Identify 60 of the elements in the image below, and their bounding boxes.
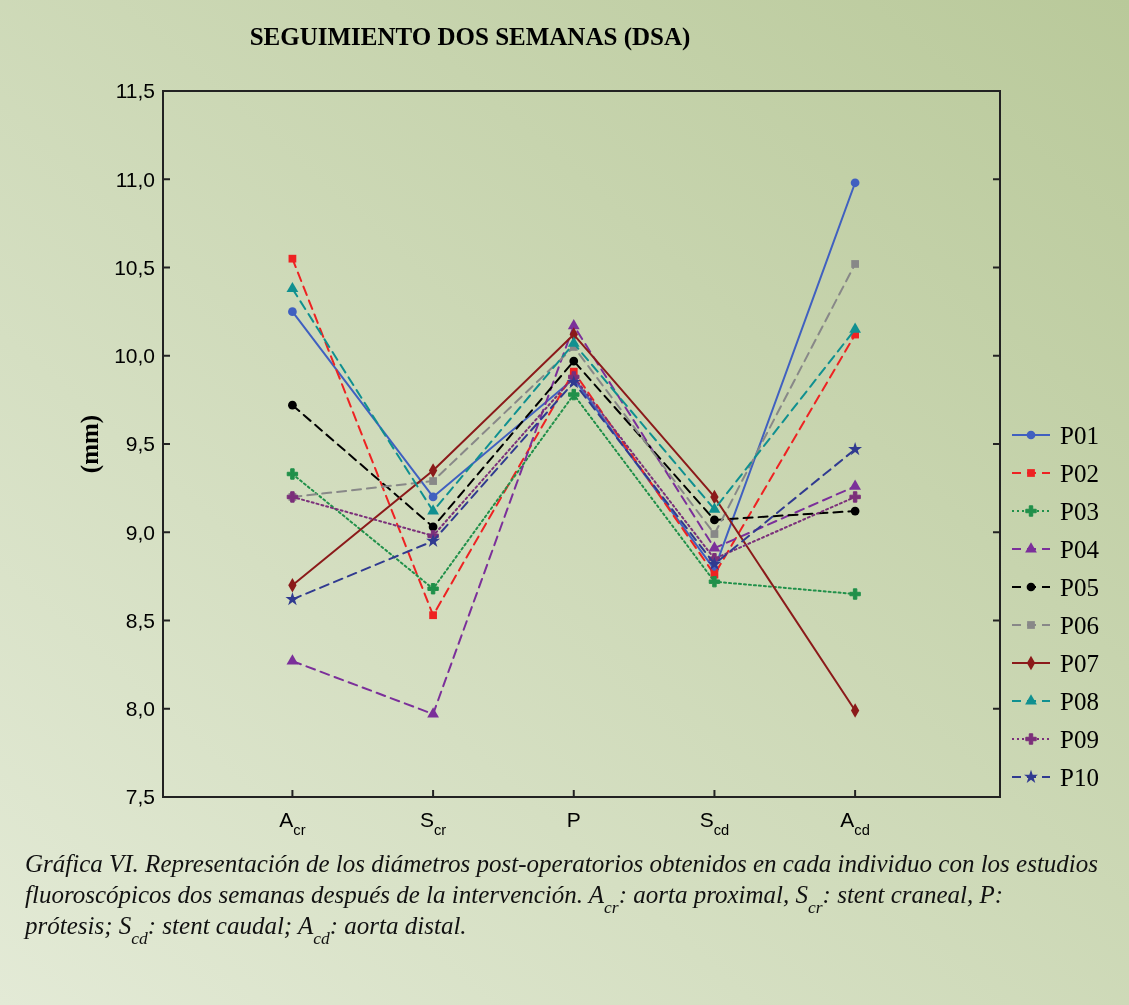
point bbox=[427, 583, 439, 595]
point bbox=[850, 506, 860, 516]
point bbox=[286, 654, 299, 665]
point bbox=[568, 388, 580, 401]
legend-label: P08 bbox=[1060, 687, 1099, 715]
y-axis-title: (mm) bbox=[76, 414, 104, 474]
point bbox=[285, 592, 300, 606]
text: Gráfica VI. Representación de los diámetros post-operatorios obtenidos en cada individuo con los estudios fluoroscópicos dos semanas después de la intervención. A$_{cr}$: aorta proximal, S$_{cr}$: stent craneal, P: prótesis; S$_{cd}$: stent caudal; A$_{cd}$: aorta distal. bbox=[25, 850, 1099, 948]
point bbox=[427, 504, 439, 515]
point bbox=[707, 556, 722, 570]
y-tick-label: 7,5 bbox=[125, 785, 155, 809]
y-tick-label: 9,0 bbox=[125, 520, 155, 544]
point bbox=[708, 502, 721, 513]
point bbox=[708, 575, 721, 588]
point bbox=[848, 441, 863, 456]
legend-label: P07 bbox=[1060, 649, 1099, 677]
y-tick-label: 10,0 bbox=[114, 344, 155, 368]
point bbox=[427, 707, 439, 718]
point bbox=[288, 254, 297, 263]
point bbox=[567, 318, 580, 330]
point bbox=[566, 374, 581, 389]
point bbox=[849, 479, 861, 490]
point bbox=[286, 281, 299, 293]
point bbox=[428, 492, 438, 502]
legend-label: P09 bbox=[1060, 725, 1099, 753]
point bbox=[567, 336, 580, 347]
point bbox=[849, 491, 861, 503]
x-tick-label: A$_{cd}$ bbox=[840, 808, 870, 838]
point bbox=[288, 307, 297, 316]
point bbox=[850, 178, 860, 188]
point bbox=[851, 260, 859, 268]
y-tick-label: 8,5 bbox=[125, 608, 155, 632]
y-tick-label: 9,5 bbox=[125, 432, 155, 456]
y-tick-label: 11,5 bbox=[115, 79, 155, 103]
x-tick-label: S$_{cd}$ bbox=[699, 808, 730, 838]
point bbox=[710, 515, 719, 525]
chart-title: SEGUIMIENTO DOS SEMANAS (DSA) bbox=[249, 23, 691, 51]
y-tick-label: 8,0 bbox=[125, 697, 155, 721]
legend-label: P06 bbox=[1060, 611, 1099, 639]
legend-label: P05 bbox=[1060, 573, 1099, 601]
point bbox=[288, 400, 297, 410]
point bbox=[429, 477, 437, 485]
point bbox=[710, 530, 719, 538]
point bbox=[849, 588, 861, 600]
point bbox=[849, 322, 861, 333]
point bbox=[569, 356, 579, 366]
y-tick-label: 11,0 bbox=[115, 167, 155, 191]
x-tick-label: P bbox=[566, 808, 581, 831]
x-tick-label: A$_{cr}$ bbox=[279, 808, 306, 838]
legend-label: P04 bbox=[1060, 535, 1100, 563]
y-tick-label: 10,5 bbox=[114, 255, 155, 279]
legend-label: P01 bbox=[1060, 421, 1099, 449]
x-tick-label: S$_{cr}$ bbox=[419, 808, 447, 838]
point bbox=[708, 541, 721, 552]
point bbox=[429, 611, 437, 620]
legend-label: P10 bbox=[1060, 763, 1099, 791]
point bbox=[286, 468, 299, 480]
legend-label: P03 bbox=[1060, 497, 1099, 525]
legend-label: P02 bbox=[1060, 459, 1099, 487]
point bbox=[426, 533, 441, 547]
